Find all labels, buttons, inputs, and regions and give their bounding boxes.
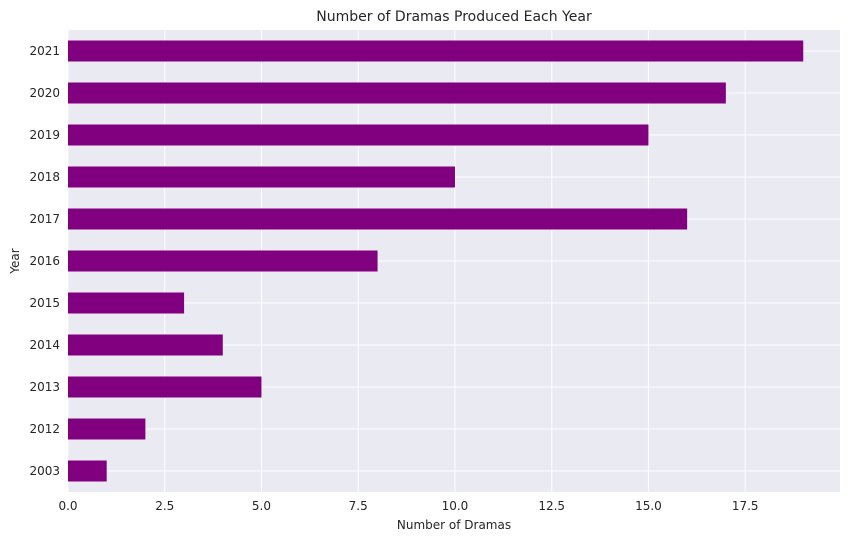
bar-2013 [68, 376, 262, 398]
bar-2016 [68, 250, 378, 272]
y-tick-label: 2017 [29, 212, 60, 226]
bar-2018 [68, 166, 455, 188]
y-tick-label: 2012 [29, 422, 60, 436]
y-tick-labels: 2003 2012 2013 2014 2015 2016 2017 2018 2019 2020… [29, 44, 60, 478]
x-tick-label: 17.5 [732, 499, 759, 513]
y-tick-label: 2013 [29, 380, 60, 394]
bar-2012 [68, 418, 146, 440]
y-tick-label: 2016 [29, 254, 60, 268]
x-axis-title: Number of Dramas [397, 518, 511, 532]
bar-2015 [68, 292, 185, 314]
x-tick-label: 7.5 [349, 499, 368, 513]
bar-2003 [68, 460, 107, 482]
x-tick-label: 15.0 [635, 499, 662, 513]
x-tick-label: 5.0 [252, 499, 271, 513]
x-tick-label: 2.5 [155, 499, 174, 513]
x-tick-label: 12.5 [538, 499, 565, 513]
y-tick-label: 2003 [29, 464, 60, 478]
x-tick-label: 0.0 [58, 499, 77, 513]
bars [68, 40, 804, 482]
y-tick-label: 2021 [29, 44, 60, 58]
y-tick-label: 2015 [29, 296, 60, 310]
bar-2017 [68, 208, 688, 230]
y-axis-title: Year [8, 248, 22, 274]
y-tick-label: 2018 [29, 170, 60, 184]
bar-2019 [68, 124, 649, 146]
y-tick-label: 2014 [29, 338, 60, 352]
y-tick-label: 2019 [29, 128, 60, 142]
bar-2020 [68, 82, 726, 104]
y-tick-label: 2020 [29, 86, 60, 100]
bar-2014 [68, 334, 223, 356]
x-tick-label: 10.0 [442, 499, 469, 513]
x-tick-labels: 0.0 2.5 5.0 7.5 10.0 12.5 15.0 17.5 [58, 499, 758, 513]
bar-2021 [68, 40, 804, 62]
chart-title: Number of Dramas Produced Each Year [316, 9, 592, 25]
